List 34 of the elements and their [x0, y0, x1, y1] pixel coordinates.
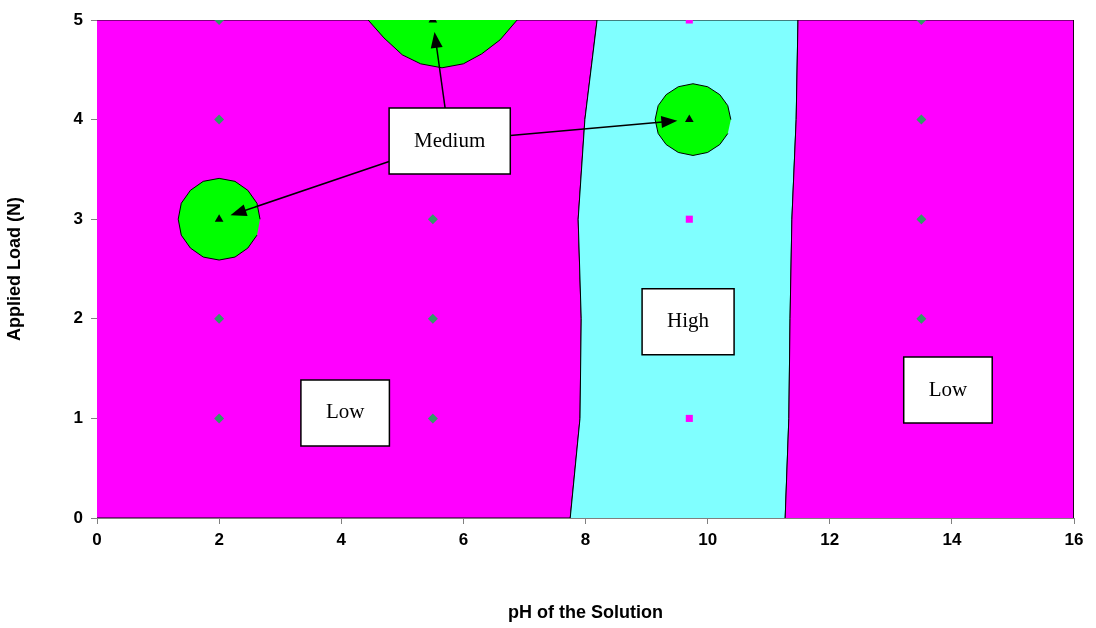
annotation: High	[667, 308, 710, 333]
y-tick-label: 3	[73, 208, 83, 228]
y-tick-label: 1	[73, 408, 83, 428]
x-tick-label: 6	[458, 529, 469, 549]
x-tick-label: 16	[1064, 529, 1084, 549]
x-tick-label: 8	[580, 529, 591, 549]
annotation: Medium	[414, 127, 486, 152]
point	[685, 215, 693, 223]
y-axis-title: Applied Load (N)	[3, 197, 24, 341]
y-tick-label: 2	[73, 308, 83, 328]
x-tick-label: 4	[336, 529, 347, 549]
point	[916, 313, 927, 324]
x-tick-label: 12	[820, 529, 840, 549]
point	[685, 414, 693, 422]
point	[214, 413, 225, 424]
point	[214, 313, 225, 324]
x-axis-title: pH of the Solution	[508, 602, 663, 623]
annotation: Low	[325, 399, 366, 424]
x-tick-label: 2	[214, 529, 224, 549]
x-tick-label: 14	[942, 529, 962, 549]
x-tick-label: 0	[92, 529, 102, 549]
y-tick-label: 5	[73, 9, 83, 29]
point	[916, 114, 927, 125]
y-tick-label: 4	[73, 109, 84, 129]
point	[214, 114, 225, 125]
y-tick-label: 0	[73, 507, 83, 527]
point	[214, 214, 224, 222]
point	[427, 313, 438, 324]
point	[916, 214, 927, 225]
point	[427, 214, 438, 225]
x-tick-label: 10	[698, 529, 718, 549]
point	[427, 413, 438, 424]
annotation: Low	[928, 376, 969, 401]
point	[684, 114, 694, 123]
